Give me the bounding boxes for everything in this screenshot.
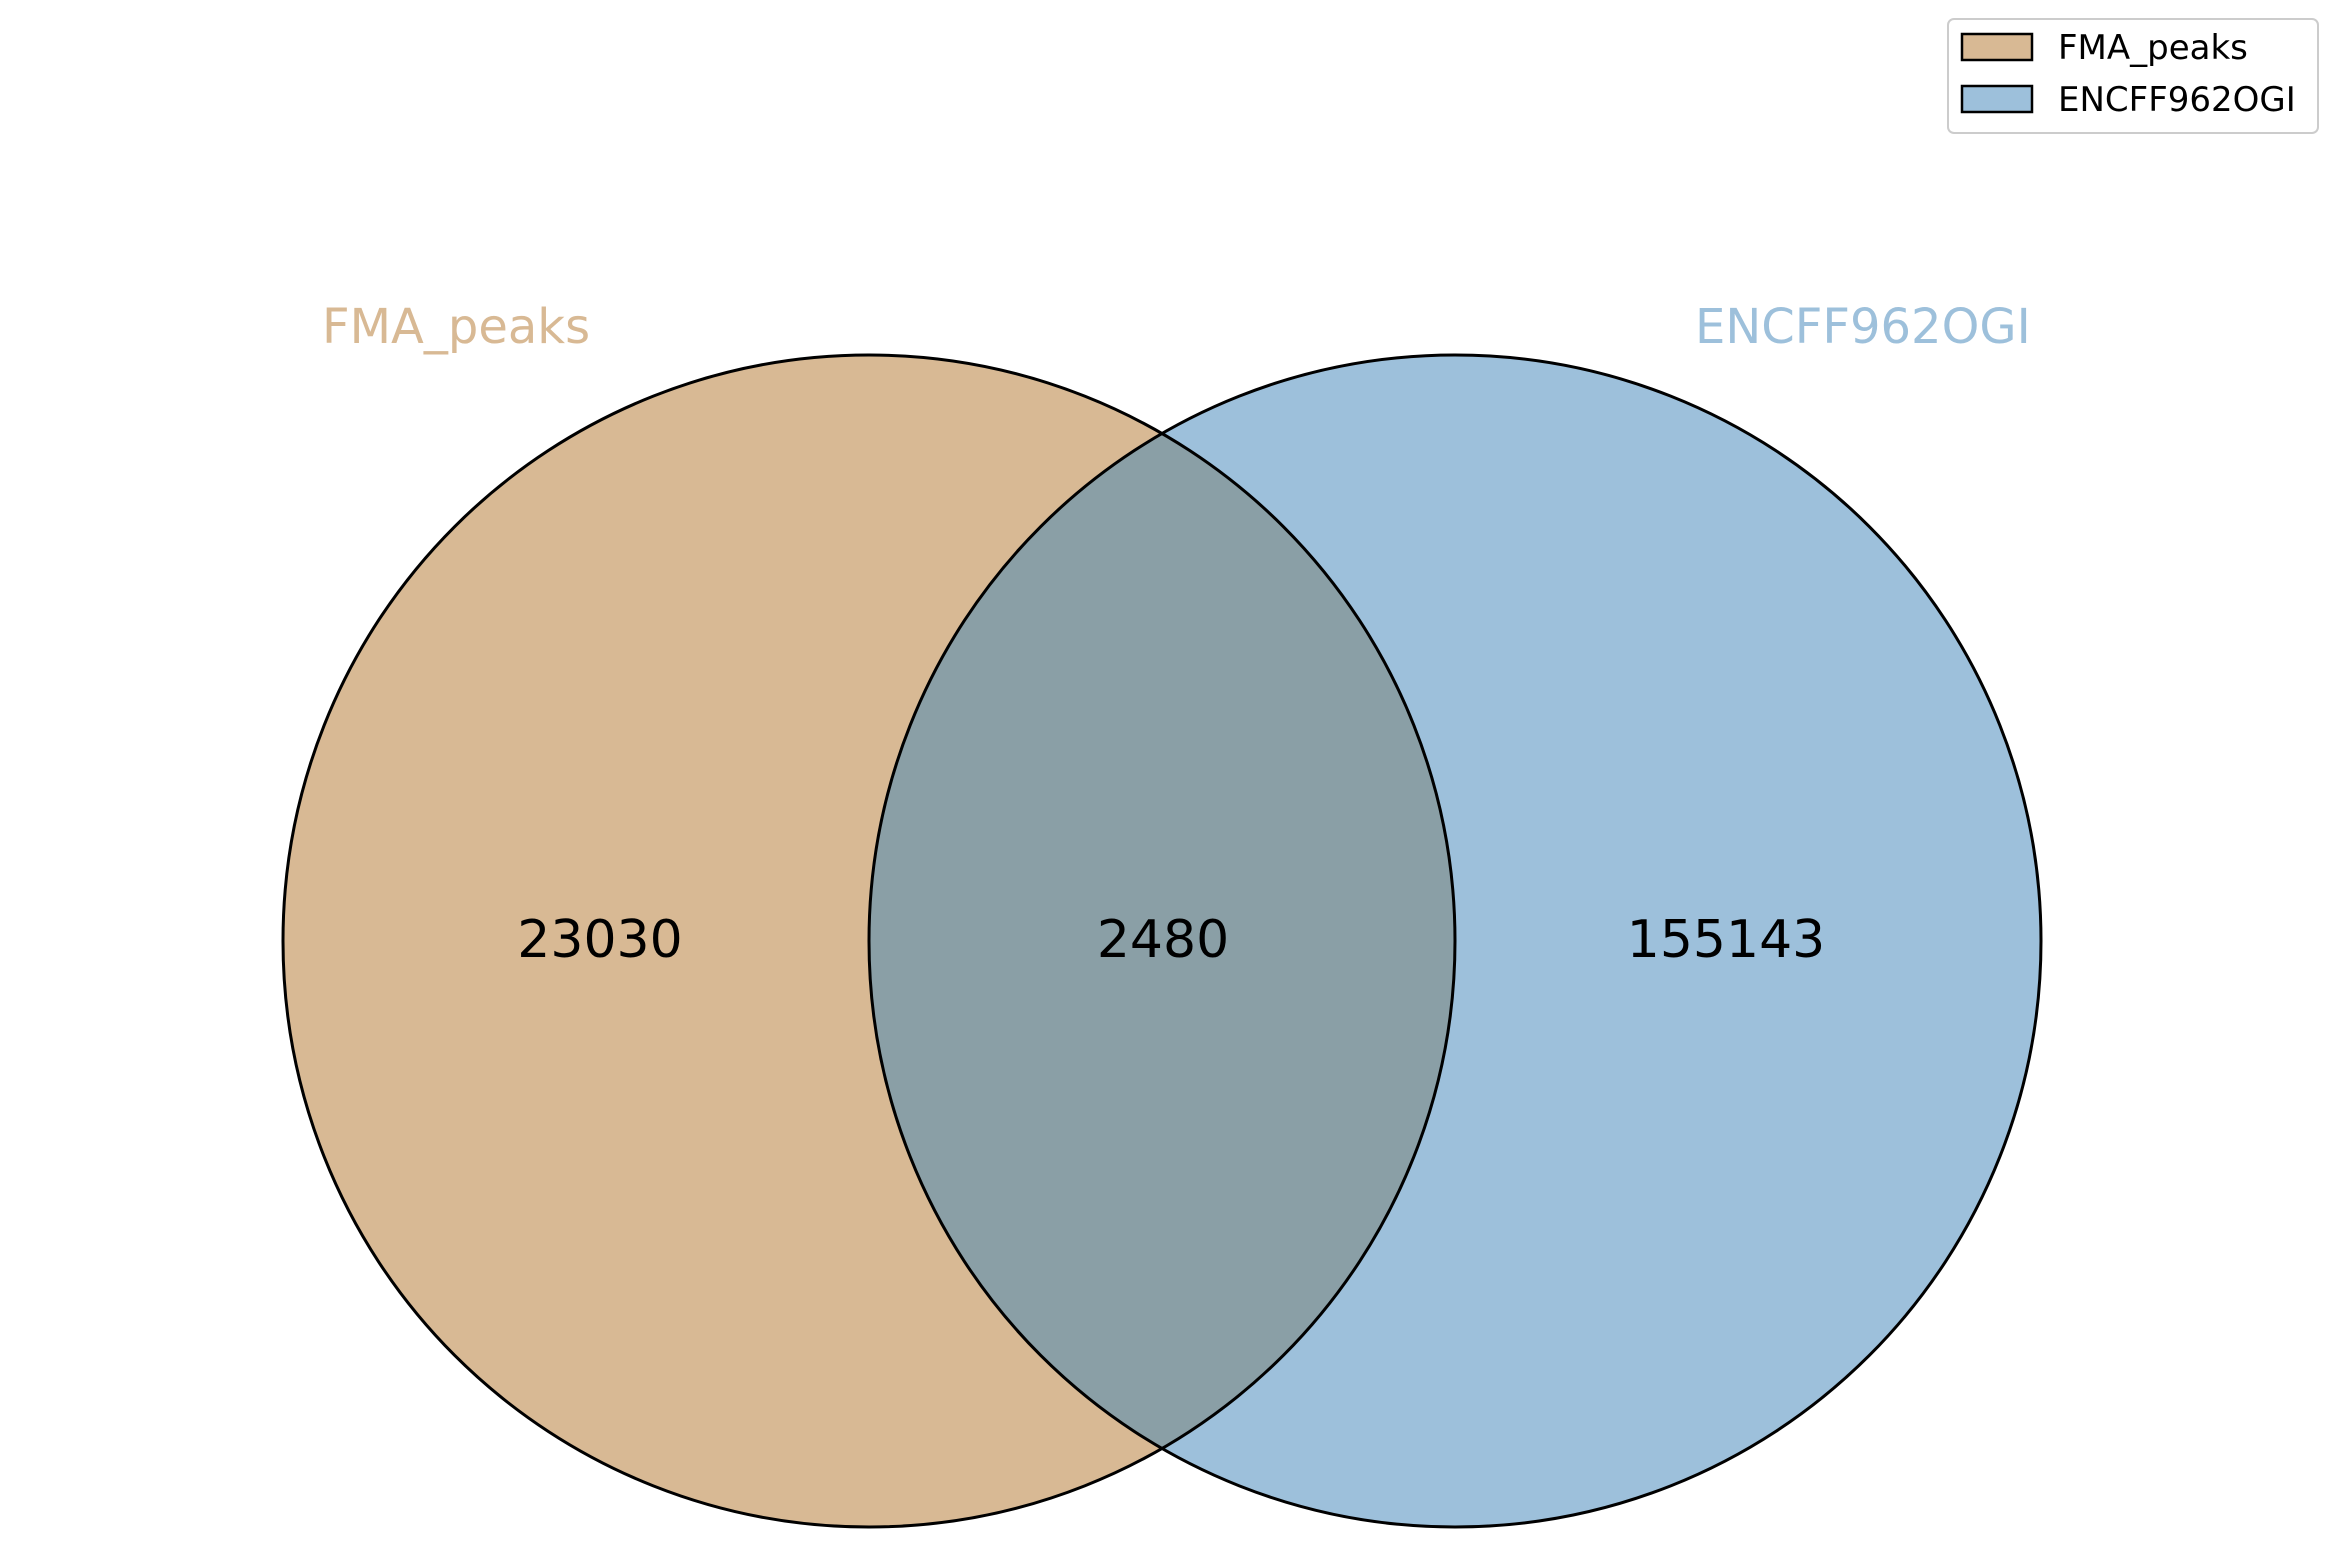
set-a-label: FMA_peaks [322, 299, 590, 355]
legend: FMA_peaks ENCFF962OGI [1947, 18, 2319, 134]
legend-frame [1947, 18, 2319, 134]
legend-swatch-encff962ogi [1960, 84, 2034, 114]
count-only-a: 23030 [517, 910, 682, 970]
legend-label-fma-peaks: FMA_peaks [2058, 28, 2248, 68]
intersection-region [869, 355, 1455, 1527]
legend-swatch-fma-peaks [1960, 32, 2034, 62]
set-a-outline [281, 353, 1457, 1529]
set-b-outline [867, 353, 2043, 1529]
legend-label-encff962ogi: ENCFF962OGI [2058, 80, 2296, 120]
count-only-b: 155143 [1627, 910, 1826, 970]
set-b-label: ENCFF962OGI [1695, 299, 2031, 355]
count-intersection: 2480 [1097, 910, 1229, 970]
